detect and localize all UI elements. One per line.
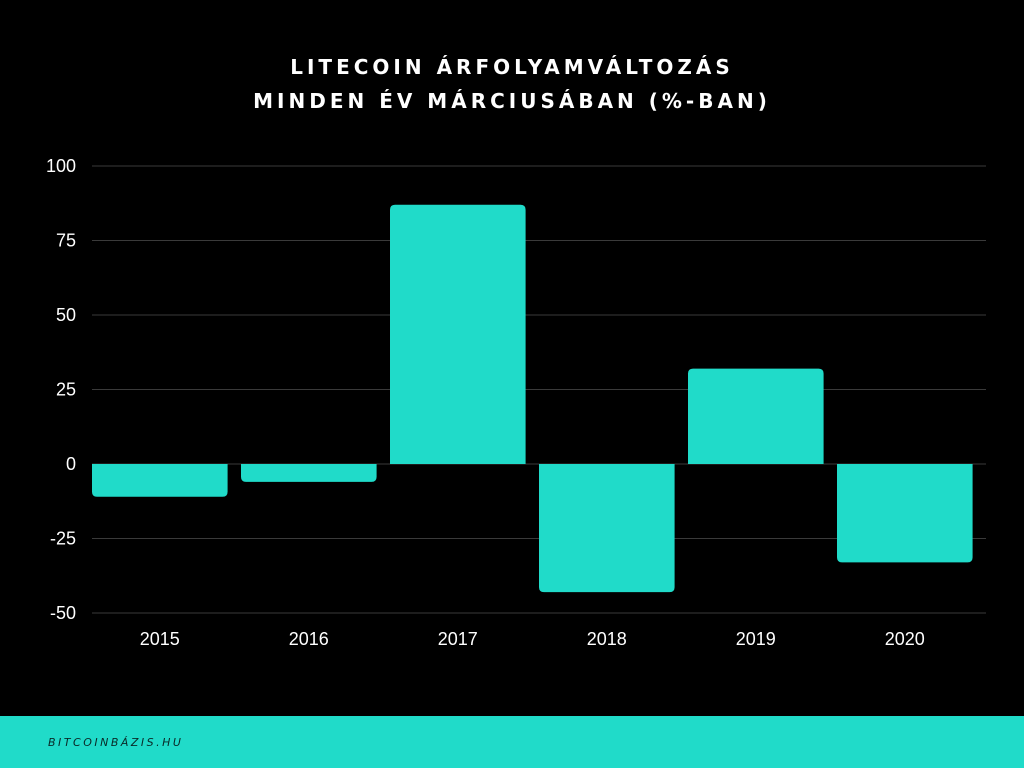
bar-2017 — [390, 204, 526, 465]
x-tick-label: 2017 — [438, 629, 478, 649]
x-tick-label: 2020 — [885, 629, 925, 649]
x-tick-label: 2018 — [587, 629, 627, 649]
chart-title-line-2: MINDEN ÉV MÁRCIUSÁBAN (%-BAN) — [253, 89, 771, 113]
y-tick-label: 0 — [66, 454, 76, 474]
bar-2018 — [539, 464, 675, 593]
x-tick-label: 2015 — [140, 629, 180, 649]
chart-title: LITECOIN ÁRFOLYAMVÁLTOZÁS MINDEN ÉV MÁRC… — [0, 50, 1024, 118]
bar-2016 — [241, 464, 377, 482]
bar-2020 — [837, 464, 973, 563]
y-tick-label: -50 — [50, 603, 76, 623]
bar-2015 — [92, 464, 228, 497]
y-tick-label: 25 — [56, 380, 76, 400]
y-tick-label: -25 — [50, 529, 76, 549]
footer-bar: BITCOINBÁZIS.HU — [0, 716, 1024, 768]
x-tick-label: 2016 — [289, 629, 329, 649]
bar-2019 — [688, 368, 824, 464]
y-tick-label: 75 — [56, 231, 76, 251]
chart-title-line-1: LITECOIN ÁRFOLYAMVÁLTOZÁS — [290, 55, 734, 79]
bar-chart: 100 75 50 25 0 -25 -50 2015 2016 2017 2018 2019 2020 — [46, 156, 986, 649]
y-tick-label: 100 — [46, 156, 76, 176]
x-tick-label: 2019 — [736, 629, 776, 649]
footer-site-label: BITCOINBÁZIS.HU — [48, 736, 184, 749]
y-tick-label: 50 — [56, 305, 76, 325]
